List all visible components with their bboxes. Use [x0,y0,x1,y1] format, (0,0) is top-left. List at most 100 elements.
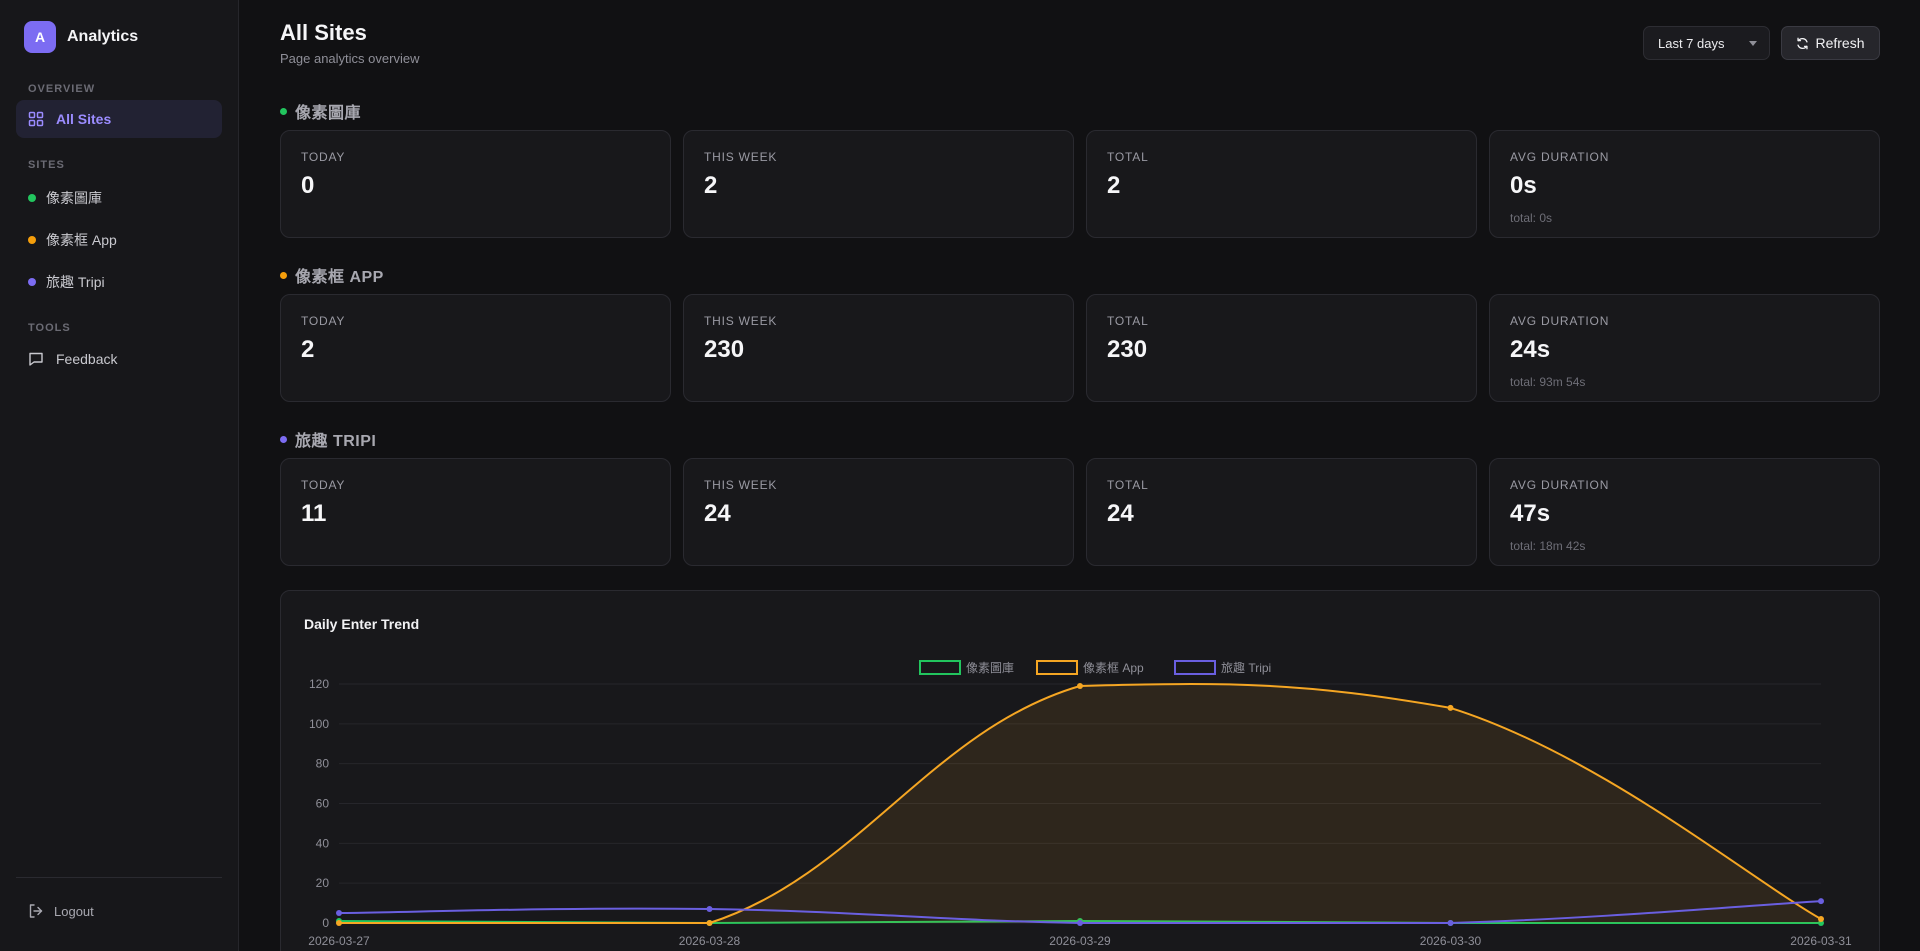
refresh-label: Refresh [1815,35,1865,51]
stat-card-week: THIS WEEK 230 [683,294,1074,402]
message-icon [28,351,44,367]
data-point [1818,898,1824,905]
status-dot [280,435,287,443]
series-area [339,684,1821,923]
logout-label: Logout [54,903,94,919]
sidebar-item-label: 像素框 App [46,232,117,248]
chart-card [280,590,1880,951]
site-section-title: 像素圖庫 [295,105,362,122]
date-range-select[interactable]: Last 7 days [1643,26,1770,60]
data-point [1447,920,1454,926]
legend-label: 旅趣 Tripi [1221,660,1271,675]
x-tick-label: 2026-03-30 [1420,934,1482,948]
stat-card-total: TOTAL 24 [1086,458,1477,566]
stat-value: 11 [301,500,327,527]
y-tick-label: 40 [316,836,330,850]
legend-swatch [1036,660,1078,675]
stat-card-today: TODAY 2 [280,294,671,402]
x-tick-label: 2026-03-31 [1790,934,1852,948]
brand-name: Analytics [67,28,139,45]
status-dot [280,107,287,115]
section-label-overview: OVERVIEW [28,83,96,95]
data-point [1077,920,1083,926]
stat-value: 0s [1510,172,1537,199]
stat-label: TODAY [301,314,346,328]
section-label-tools: TOOLS [28,322,71,334]
stat-card-today: TODAY 0 [280,130,671,238]
site-section-heading: 像素框 APP [280,263,384,287]
stat-card-week: THIS WEEK 2 [683,130,1074,238]
sidebar-item-site-2[interactable]: 像素框 App [28,230,117,250]
data-point [336,920,342,926]
stat-card-week: THIS WEEK 24 [683,458,1074,566]
chart-title: Daily Enter Trend [304,616,420,632]
legend-swatch [1174,660,1216,675]
legend-label: 像素圖庫 [966,661,1014,675]
page-subtitle: Page analytics overview [280,51,420,66]
stat-label: TODAY [301,150,346,164]
stat-label: TOTAL [1107,314,1149,328]
x-tick-label: 2026-03-28 [679,934,741,948]
y-tick-label: 20 [316,876,330,890]
stat-card-total: TOTAL 230 [1086,294,1477,402]
grid-icon [28,111,44,127]
stat-label: TOTAL [1107,478,1149,492]
stat-card-avg-duration: AVG DURATION 24s total: 93m 54s [1489,294,1880,402]
status-dot [280,271,287,279]
status-dot [28,194,36,202]
status-dot [28,236,36,244]
y-tick-label: 60 [316,797,330,811]
data-point [706,906,713,913]
stat-subtext: total: 18m 42s [1510,539,1586,553]
refresh-button[interactable]: Refresh [1781,26,1880,60]
logout-button[interactable]: Logout [28,903,94,919]
site-section-title: 旅趣 TRIPI [295,433,377,450]
stat-value: 230 [704,336,745,363]
trend-chart: 0 20 40 60 80 100 120 2026-03-27 2026-03-28 2026-… [308,660,1852,948]
stat-value: 230 [1107,336,1148,363]
site-section-heading: 旅趣 TRIPI [280,427,376,451]
status-dot [28,278,36,286]
data-point [1447,704,1454,711]
stat-label: AVG DURATION [1510,314,1610,328]
stat-label: TODAY [301,478,346,492]
sidebar-item-label: 旅趣 Tripi [46,274,105,290]
stat-value: 24 [704,500,731,527]
sidebar-item-site-1[interactable]: 像素圖庫 [28,188,102,208]
sidebar-divider [16,877,222,878]
stat-value: 2 [704,172,718,199]
stat-value: 2 [1107,172,1121,199]
stat-value: 2 [301,336,315,363]
stat-label: TOTAL [1107,150,1149,164]
y-tick-label: 120 [309,677,329,691]
sidebar-item-feedback[interactable]: Feedback [16,340,222,378]
stat-subtext: total: 93m 54s [1510,375,1586,389]
brand-logo: A [24,21,56,53]
y-tick-label: 100 [309,717,329,731]
page-title: All Sites [280,20,367,45]
sidebar-item-all-sites[interactable]: All Sites [16,100,222,138]
stat-card-today: TODAY 11 [280,458,671,566]
sidebar-item-label: All Sites [56,111,112,127]
stat-label: AVG DURATION [1510,150,1610,164]
stat-label: AVG DURATION [1510,478,1610,492]
sidebar-item-label: Feedback [56,351,118,367]
stat-value: 24 [1107,500,1134,527]
stat-card-total: TOTAL 2 [1086,130,1477,238]
stat-value: 47s [1510,500,1551,527]
sidebar-item-site-3[interactable]: 旅趣 Tripi [28,272,105,292]
legend-label: 像素框 App [1083,661,1144,675]
stat-label: THIS WEEK [704,150,778,164]
legend-swatch [919,660,961,675]
data-point [336,910,342,917]
y-tick-label: 80 [316,757,330,771]
data-point [1818,916,1824,923]
x-tick-label: 2026-03-27 [308,934,370,948]
chevron-down-icon [1749,41,1757,46]
sidebar-item-label: 像素圖庫 [46,190,102,206]
data-point [1077,682,1083,689]
site-section-heading: 像素圖庫 [280,99,361,123]
stat-label: THIS WEEK [704,478,778,492]
brand[interactable]: A Analytics [24,21,138,53]
x-tick-label: 2026-03-29 [1049,934,1111,948]
